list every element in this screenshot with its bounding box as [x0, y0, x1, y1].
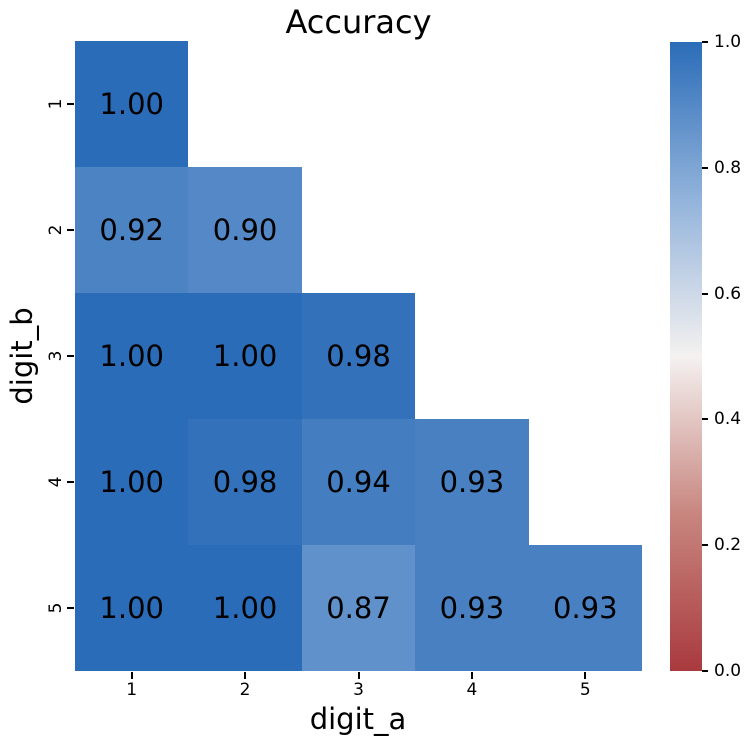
colorbar-tick-mark: [702, 670, 708, 672]
colorbar-tick-label: 1.0: [714, 32, 742, 52]
y-tick-mark: [67, 103, 74, 105]
colorbar-tick-mark: [702, 418, 708, 421]
colorbar: [670, 42, 702, 671]
y-tick-mark: [67, 229, 74, 231]
heatmap-grid: 1.00 0.92 0.90 1.00 1.00 0.98 1.00 0.98 0.94 0.93…: [75, 41, 642, 671]
heatmap-cell: 1.00: [188, 545, 302, 671]
x-tick-mark: [357, 672, 360, 679]
colorbar-tick-label: 0.4: [714, 409, 742, 430]
x-axis-label: digit_a: [309, 702, 407, 736]
colorbar-tick-mark: [702, 41, 708, 43]
heatmap-cell: 0.93: [415, 419, 529, 545]
colorbar-tick-label: 0.2: [714, 535, 742, 556]
colorbar-tick-mark: [702, 166, 708, 169]
heatmap-cell: 0.90: [188, 167, 302, 293]
heatmap-cell: 0.98: [188, 419, 302, 545]
y-tick-label: 2: [46, 224, 66, 236]
heatmap-cell: 0.94: [301, 419, 416, 545]
y-axis-label: digit_b: [5, 307, 39, 405]
x-tick-label: 2: [239, 680, 251, 700]
colorbar-tick-label: 0.6: [714, 283, 742, 304]
heatmap-cell: 1.00: [188, 293, 302, 419]
y-tick-label: 3: [46, 350, 66, 362]
x-tick-mark: [470, 672, 473, 679]
x-tick-label: 4: [466, 680, 478, 700]
colorbar-tick-mark: [702, 544, 708, 547]
x-tick-mark: [244, 672, 247, 679]
colorbar-tick-label: 0.0: [714, 661, 742, 681]
y-tick-label: 1: [46, 98, 66, 110]
heatmap-cell: 0.98: [301, 293, 416, 419]
x-tick-mark: [584, 672, 587, 679]
x-tick-label: 1: [126, 680, 138, 700]
y-tick-label: 5: [46, 602, 66, 614]
y-tick-label: 4: [46, 476, 66, 488]
heatmap-cell: 1.00: [75, 41, 189, 167]
heatmap-cell: 1.00: [75, 293, 189, 419]
x-tick-label: 5: [579, 680, 591, 700]
heatmap-cell: 1.00: [75, 545, 189, 671]
heatmap-cell: 0.92: [75, 167, 189, 293]
heatmap-cell: 0.93: [415, 545, 529, 671]
heatmap-cell: 1.00: [75, 419, 189, 545]
colorbar-tick-label: 0.8: [714, 157, 742, 178]
heatmap-cell: 0.87: [301, 545, 416, 671]
x-tick-label: 3: [353, 680, 364, 700]
y-tick-mark: [67, 481, 74, 483]
x-tick-mark: [130, 672, 133, 679]
chart-title: Accuracy: [285, 3, 432, 41]
y-tick-mark: [67, 355, 74, 357]
y-tick-mark: [67, 607, 74, 609]
colorbar-tick-mark: [702, 292, 708, 295]
heatmap-cell: 0.93: [528, 545, 642, 671]
